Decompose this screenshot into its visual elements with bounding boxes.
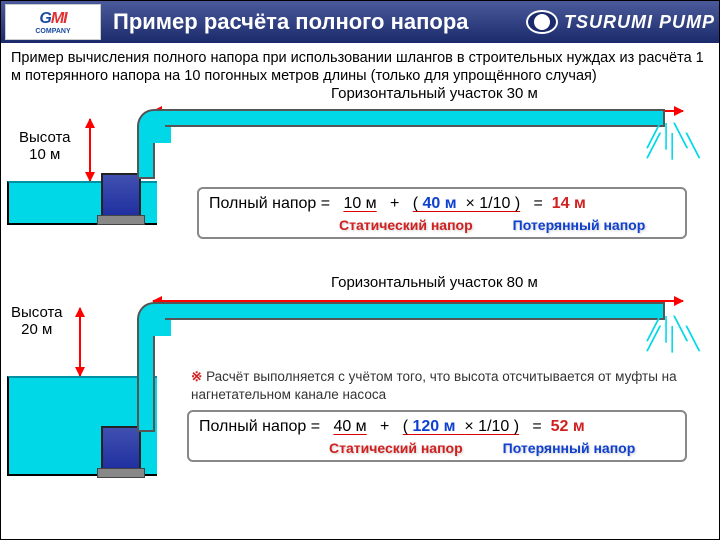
formula-lead-2: Полный напор = <box>199 418 320 435</box>
loss-label-1: Потерянный напор <box>513 217 646 233</box>
formula-box-2: Полный напор = 40 м + ( 120 м × 1/10 ) =… <box>187 410 687 462</box>
intro-text: Пример вычисления полного напора при исп… <box>1 43 719 87</box>
formula-lopen-2: ( <box>403 418 408 435</box>
static-label-2: Статический напор <box>329 440 463 456</box>
formula-eq-2: = <box>532 418 541 435</box>
height-value-2: 20 м <box>21 321 52 338</box>
gmi-logo-text: GMI <box>39 10 66 28</box>
height-word-1: Высота <box>19 129 71 146</box>
height-label-1: Высота 10 м <box>19 129 71 163</box>
horizontal-label-2: Горизонтальный участок 80 м <box>331 274 538 291</box>
formula-sublabels-1: Статический напор Потерянный напор <box>209 217 675 233</box>
note-text: Расчёт выполняется с учётом того, что вы… <box>191 369 677 402</box>
pump-1 <box>101 173 141 217</box>
note-mark-icon: ※ <box>191 369 202 384</box>
horizontal-label-1: Горизонтальный участок 30 м <box>331 85 538 102</box>
gmi-logo-sub: COMPANY <box>35 28 70 35</box>
formula-plus-1: + <box>390 195 399 212</box>
height-arrow-1 <box>89 119 91 181</box>
spray-1: ╱│╲╱ │ ╲ <box>647 131 699 151</box>
height-value-1: 10 м <box>29 146 60 163</box>
loss-label-2: Потерянный напор <box>503 440 636 456</box>
pipe-horizontal-2 <box>165 302 665 320</box>
calculation-note: ※ Расчёт выполняется с учётом того, что … <box>191 368 691 403</box>
spray-2: ╱│╲╱ │ ╲ <box>647 324 699 344</box>
pump-2 <box>101 426 141 470</box>
formula-result-1: 14 м <box>552 195 586 212</box>
height-arrow-2 <box>79 308 81 376</box>
formula-static-1: 10 м <box>343 195 376 212</box>
tsurumi-swirl-icon <box>526 10 558 34</box>
tsurumi-logo: TSURUMI PUMP <box>526 10 715 34</box>
tsurumi-text: TSURUMI PUMP <box>564 12 715 33</box>
formula-plus-2: + <box>380 418 389 435</box>
static-label-1: Статический напор <box>339 217 473 233</box>
formula-static-2: 40 м <box>333 418 366 435</box>
pump-base-2 <box>97 468 145 478</box>
formula-losslen-1: 40 м <box>423 195 457 212</box>
scenario-2: Горизонтальный участок 80 м Высота 20 м … <box>1 282 719 517</box>
pipe-horizontal-1 <box>165 109 665 127</box>
formula-eq-1: = <box>534 195 543 212</box>
page-title: Пример расчёта полного напора <box>113 9 526 35</box>
formula-lead-1: Полный напор = <box>209 195 330 212</box>
formula-lossmult-2: × 1/10 ) <box>464 418 519 435</box>
height-label-2: Высота 20 м <box>11 304 63 338</box>
pump-base-1 <box>97 215 145 225</box>
formula-lopen-1: ( <box>413 195 418 212</box>
formula-lossmult-1: × 1/10 ) <box>465 195 520 212</box>
formula-line-2: Полный напор = 40 м + ( 120 м × 1/10 ) =… <box>199 418 675 436</box>
height-word-2: Высота <box>11 304 63 321</box>
formula-sublabels-2: Статический напор Потерянный напор <box>199 440 675 456</box>
formula-line-1: Полный напор = 10 м + ( 40 м × 1/10 ) = … <box>209 195 675 213</box>
gmi-logo: GMI COMPANY <box>5 4 101 40</box>
formula-result-2: 52 м <box>551 418 585 435</box>
scenario-1: Горизонтальный участок 30 м Высота 10 м … <box>1 87 719 282</box>
header-bar: GMI COMPANY Пример расчёта полного напор… <box>1 1 719 43</box>
formula-box-1: Полный напор = 10 м + ( 40 м × 1/10 ) = … <box>197 187 687 239</box>
formula-losslen-2: 120 м <box>413 418 456 435</box>
